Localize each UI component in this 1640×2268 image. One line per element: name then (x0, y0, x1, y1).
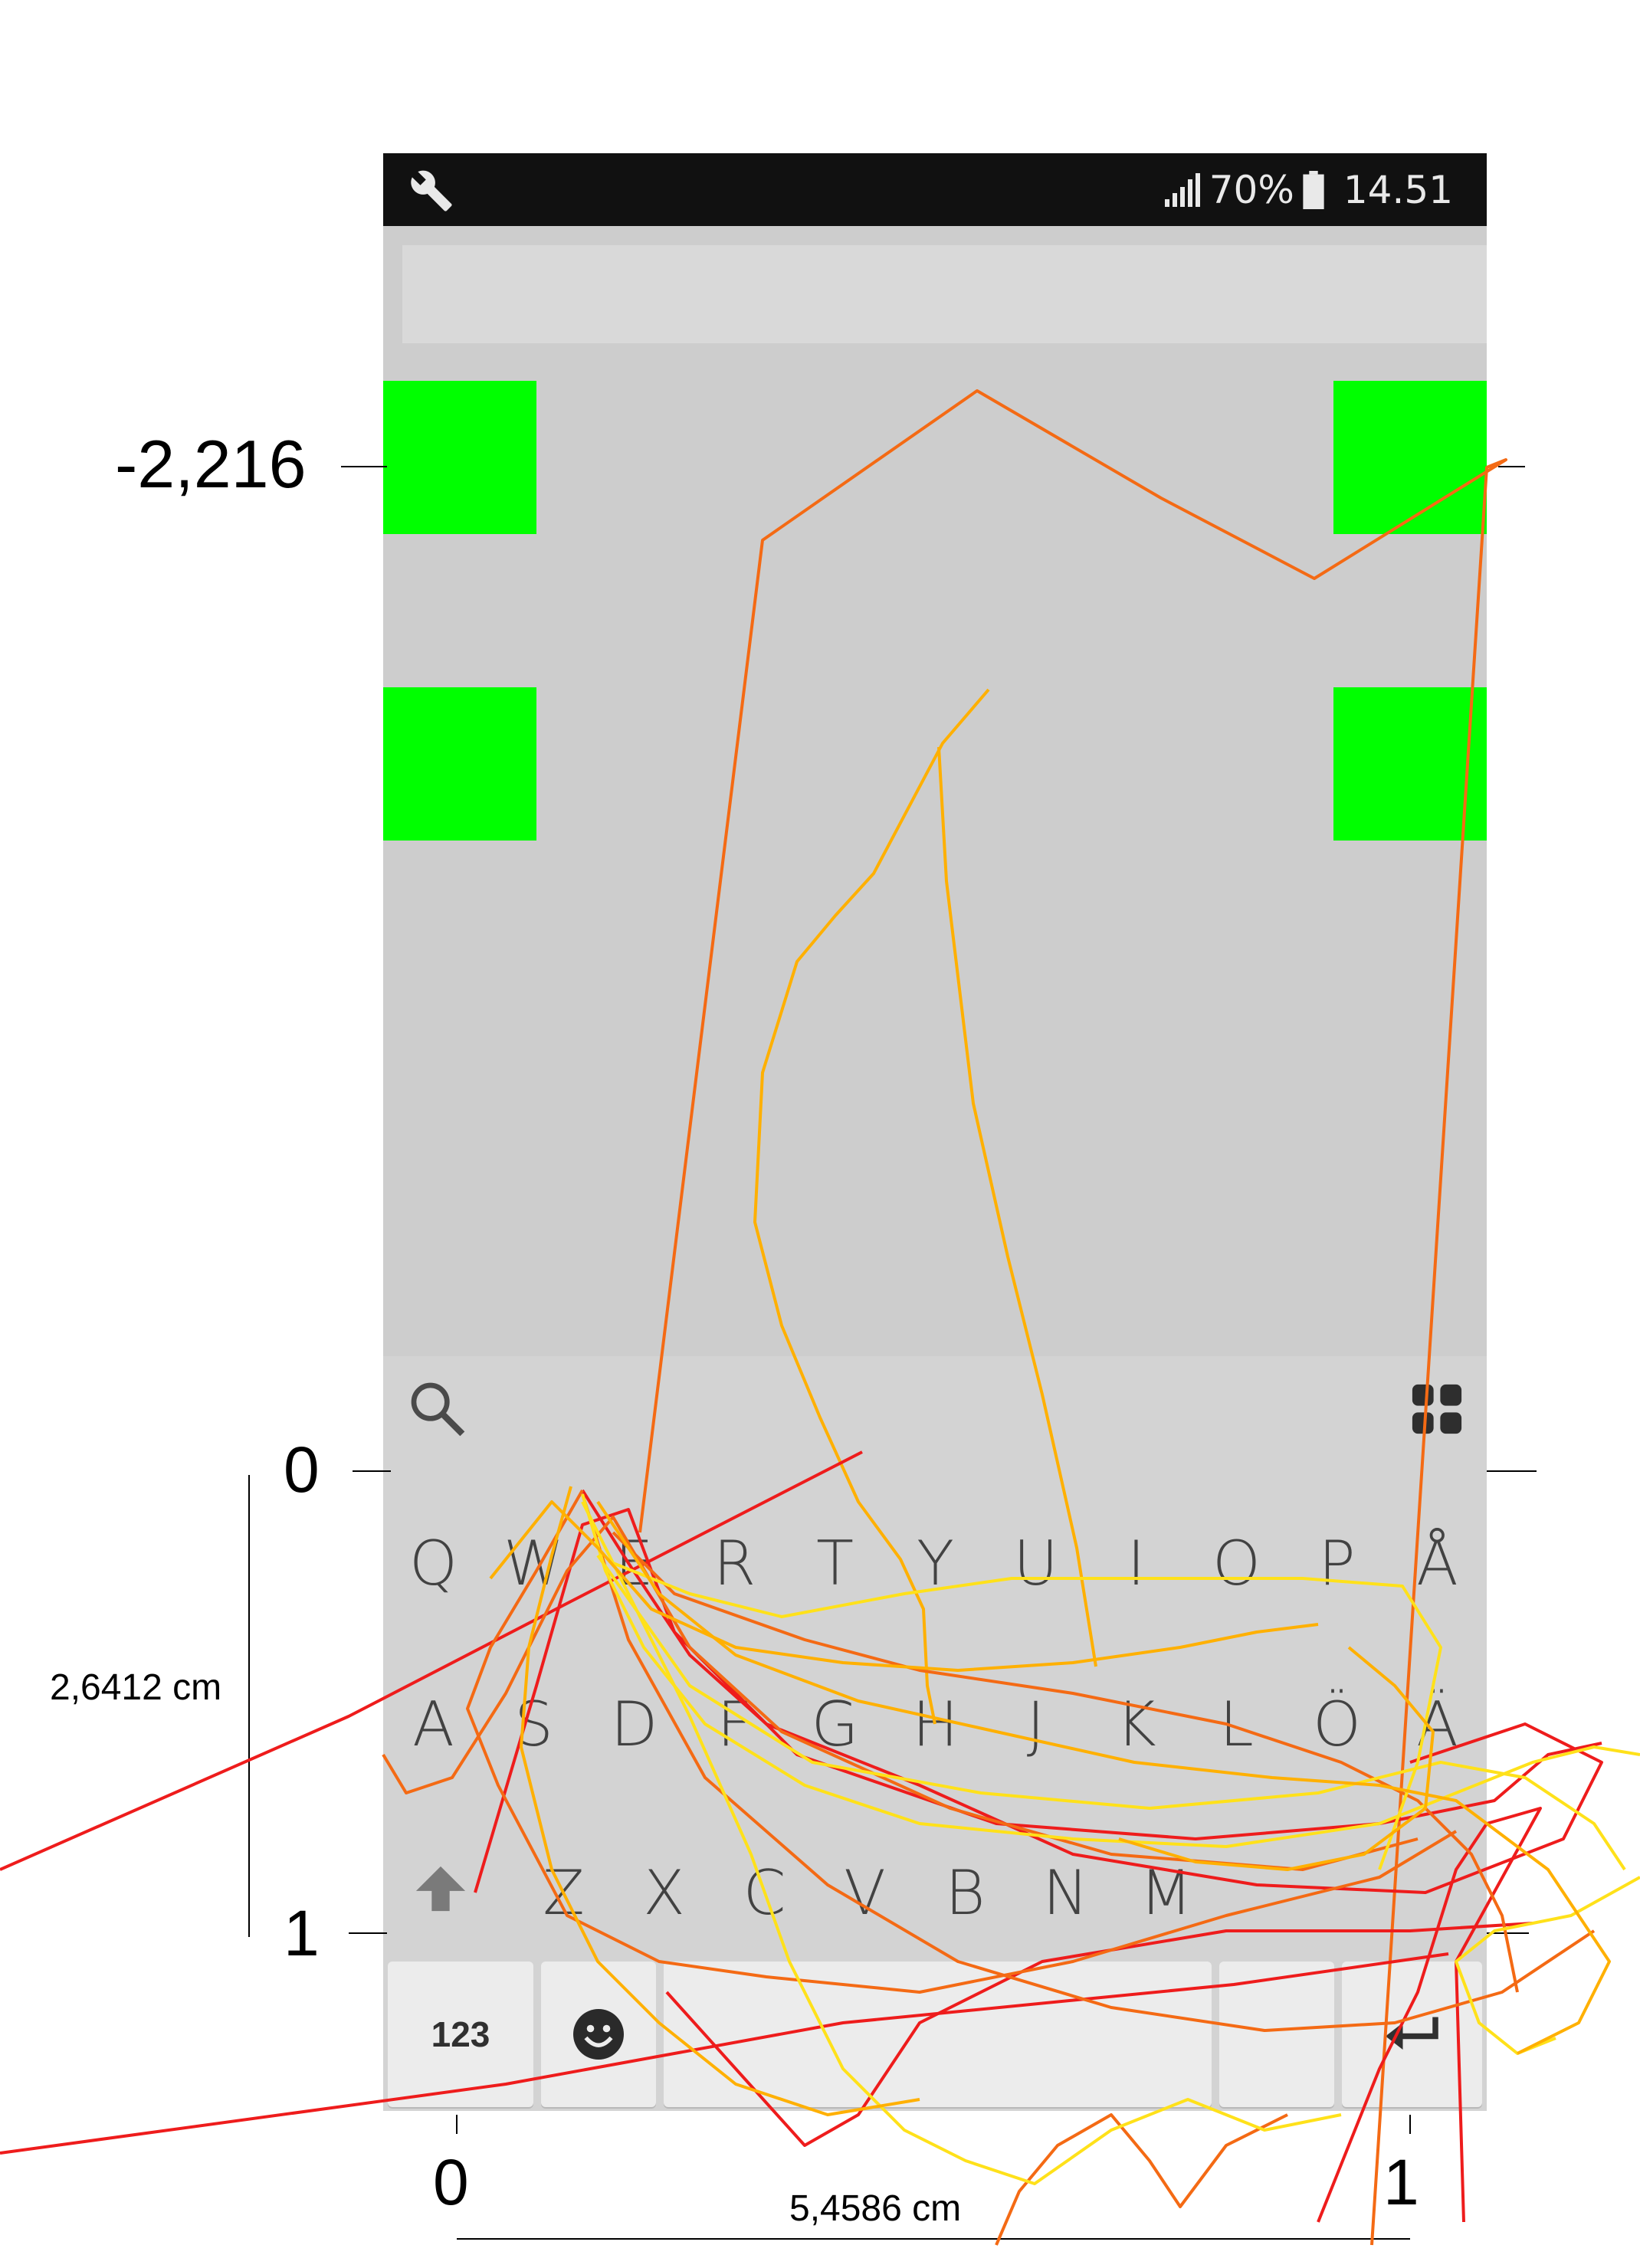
battery-percent: 70% (1209, 167, 1294, 212)
text-input-field[interactable] (402, 245, 1487, 343)
key-k[interactable]: K (1116, 1688, 1156, 1760)
status-indicators: 70% 14.51 (1162, 153, 1453, 226)
clock: 14.51 (1343, 167, 1453, 212)
key-e[interactable]: E (615, 1527, 654, 1599)
key-o-umlaut[interactable]: Ö (1313, 1688, 1361, 1760)
key-c[interactable]: C (743, 1857, 786, 1929)
battery-icon (1303, 170, 1324, 209)
key-d[interactable]: D (610, 1688, 658, 1760)
key-u[interactable]: U (1013, 1527, 1058, 1599)
shift-arrow-icon[interactable] (414, 1862, 467, 1916)
key-x[interactable]: X (643, 1857, 685, 1929)
phone-screen: 70% 14.51 Q W E R T Y U (383, 153, 1487, 2111)
enter-key[interactable] (1342, 1962, 1482, 2107)
key-n[interactable]: N (1042, 1857, 1089, 1929)
key-r[interactable]: R (713, 1527, 756, 1599)
space-bar[interactable] (664, 1962, 1212, 2107)
emoji-key[interactable] (541, 1962, 656, 2107)
wrench-icon (411, 170, 452, 211)
x-zero-label: 0 (433, 2146, 469, 2218)
key-f[interactable]: F (717, 1688, 753, 1760)
key-o[interactable]: O (1212, 1527, 1261, 1599)
on-screen-keyboard: Q W E R T Y U I O P Å A S D F G H J K L … (383, 1356, 1487, 2111)
key-i[interactable]: I (1127, 1527, 1146, 1599)
y-zero-label: 0 (284, 1434, 320, 1506)
key-l[interactable]: L (1219, 1688, 1254, 1760)
key-s[interactable]: S (514, 1688, 553, 1760)
key-q[interactable]: Q (409, 1527, 458, 1599)
period-key[interactable] (1219, 1962, 1334, 2107)
key-y[interactable]: Y (917, 1527, 954, 1599)
x-one-label: 1 (1383, 2146, 1419, 2218)
key-a-ring[interactable]: Å (1416, 1527, 1458, 1599)
width-measure-label: 5,4586 cm (789, 2188, 962, 2230)
signal-bars-icon (1164, 172, 1200, 207)
key-b[interactable]: B (945, 1857, 986, 1929)
trace-orange-5 (995, 2113, 1288, 2246)
status-bar: 70% 14.51 (383, 153, 1487, 226)
enter-arrow-icon (1385, 2017, 1438, 2050)
key-v[interactable]: V (844, 1857, 886, 1929)
key-w[interactable]: W (503, 1527, 565, 1599)
y-one-label: 1 (284, 1897, 320, 1969)
key-g[interactable]: G (811, 1688, 859, 1760)
y-top-label: -2,216 (115, 426, 307, 502)
key-h[interactable]: H (912, 1688, 959, 1760)
search-icon[interactable] (406, 1378, 467, 1439)
key-p[interactable]: P (1318, 1527, 1356, 1599)
key-a[interactable]: A (412, 1688, 454, 1760)
key-z[interactable]: Z (543, 1857, 585, 1929)
smiley-icon (573, 2009, 624, 2060)
green-target-top-left[interactable] (383, 381, 536, 534)
grid-icon[interactable] (1410, 1382, 1464, 1436)
key-a-umlaut[interactable]: Ä (1416, 1688, 1458, 1760)
green-target-top-right[interactable] (1333, 381, 1487, 534)
key-t[interactable]: T (816, 1527, 854, 1599)
height-measure-label: 2,6412 cm (50, 1667, 222, 1708)
green-target-middle-left[interactable] (383, 687, 536, 841)
green-target-middle-right[interactable] (1333, 687, 1487, 841)
key-m[interactable]: M (1139, 1857, 1193, 1929)
numbers-key[interactable]: 123 (388, 1962, 533, 2107)
key-j[interactable]: J (1026, 1688, 1045, 1760)
